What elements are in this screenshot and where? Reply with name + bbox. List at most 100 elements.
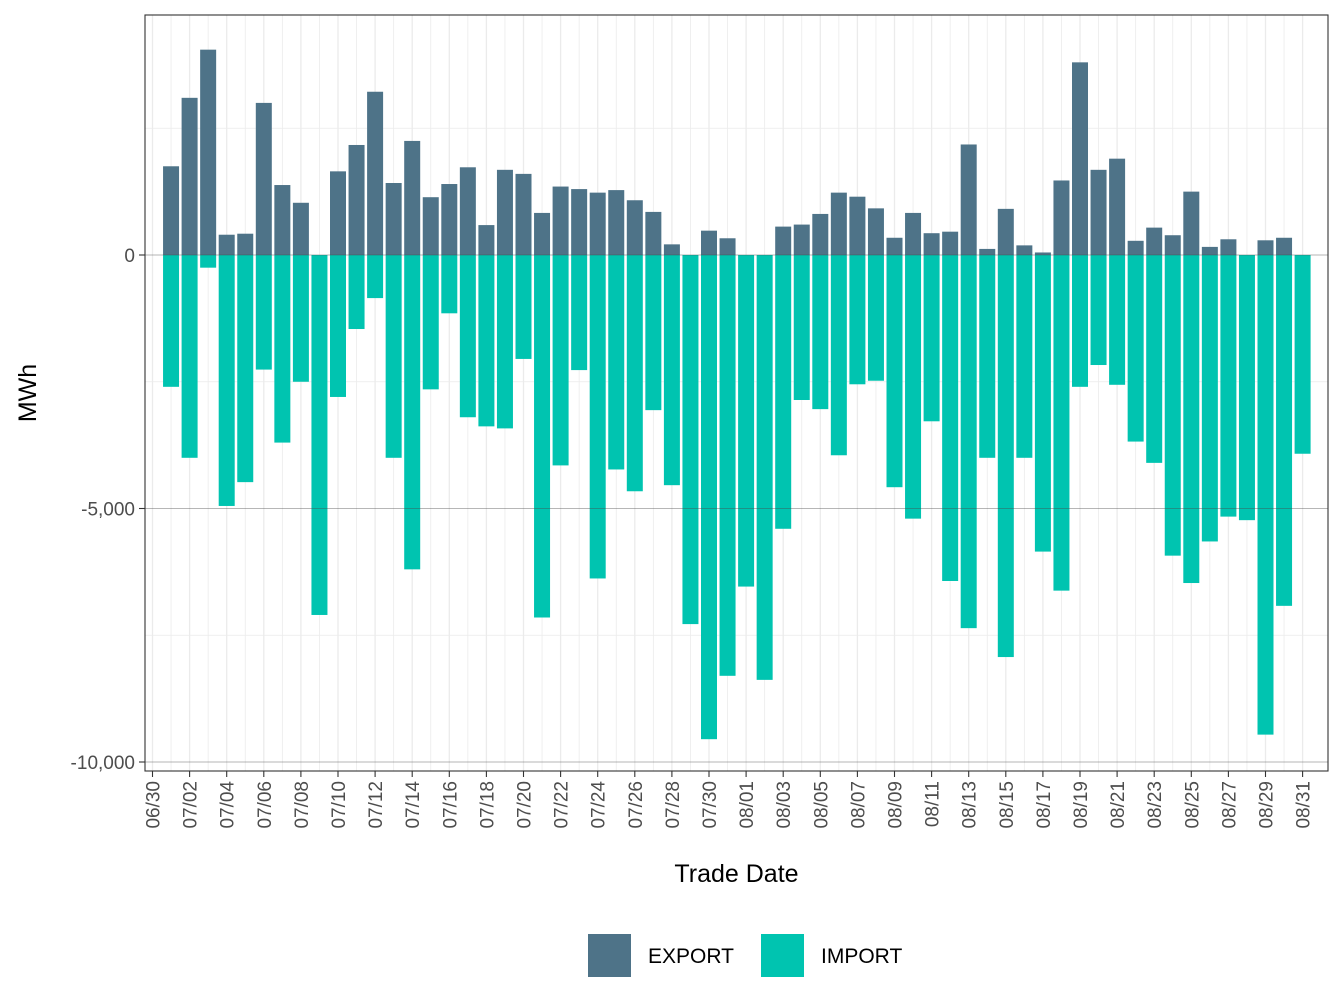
bar-export [849, 196, 866, 255]
bar-export [886, 237, 903, 255]
bar-import [534, 255, 551, 618]
bar-export [626, 200, 643, 255]
x-axis-title: Trade Date [674, 860, 798, 888]
bar-import [1164, 255, 1181, 556]
bar-import [756, 255, 773, 680]
bar-export [905, 212, 922, 255]
x-tick-label: 07/12 [366, 781, 387, 829]
legend-key-import [761, 934, 804, 977]
x-tick-label: 07/14 [403, 781, 424, 829]
x-tick-label: 08/23 [1145, 781, 1166, 829]
bar-import [923, 255, 940, 422]
x-tick-label: 07/08 [292, 781, 313, 829]
bar-import [645, 255, 662, 411]
y-tick-label: -10,000 [71, 753, 135, 774]
x-tick-label: 08/07 [848, 781, 869, 829]
bar-export [385, 183, 402, 255]
bar-export [515, 173, 532, 255]
bar-export [775, 226, 792, 255]
bar-import [1146, 255, 1163, 463]
legend-key-export [588, 934, 631, 977]
bar-import [830, 255, 847, 456]
bar-import [663, 255, 680, 486]
bar-export [1220, 239, 1237, 255]
bar-import [1090, 255, 1107, 366]
bar-import [1238, 255, 1255, 521]
bar-import [775, 255, 792, 529]
bar-import [1016, 255, 1033, 458]
bar-export [960, 144, 977, 255]
bar-export [589, 192, 606, 255]
bar-import [181, 255, 198, 458]
bar-import [589, 255, 606, 579]
bar-import [979, 255, 996, 458]
x-tick-label: 07/30 [700, 781, 721, 829]
y-axis-title: MWh [14, 364, 42, 422]
bar-import [218, 255, 235, 506]
bar-export [459, 167, 476, 255]
x-tick-label: 07/18 [477, 781, 498, 829]
bar-export [274, 185, 291, 255]
bar-export [163, 166, 180, 255]
bar-import [237, 255, 254, 483]
legend-label-import: IMPORT [821, 945, 902, 968]
bar-export [701, 230, 717, 255]
bar-import [255, 255, 272, 370]
bars [145, 49, 1328, 763]
bar-import [200, 255, 217, 268]
bar-export [441, 184, 458, 255]
bar-import [1183, 255, 1200, 584]
bar-import [701, 255, 717, 740]
bar-export [1276, 237, 1293, 255]
x-tick-label: 07/06 [255, 781, 276, 829]
bar-export [404, 140, 421, 255]
bar-export [1183, 191, 1200, 255]
x-tick-label: 08/05 [811, 781, 832, 829]
bar-import [608, 255, 625, 470]
bar-export [608, 190, 625, 255]
bar-export [422, 197, 439, 255]
x-tick-label: 08/19 [1071, 781, 1092, 829]
bar-export [645, 211, 662, 255]
bar-export [1090, 169, 1107, 255]
bar-export [571, 189, 588, 255]
bar-export [1127, 240, 1144, 255]
bar-import [1220, 255, 1237, 517]
plot-border [144, 14, 1329, 772]
bar-export [1146, 227, 1163, 255]
bar-export [979, 248, 996, 255]
bar-import [682, 255, 699, 625]
bar-export [997, 208, 1014, 255]
y-axis: 0 -5,000 -10,000 [71, 246, 145, 774]
x-tick-label: 08/31 [1294, 781, 1315, 829]
bar-import [1294, 255, 1311, 454]
x-tick-label: 06/30 [144, 781, 165, 829]
bar-import [478, 255, 495, 427]
bar-import [812, 255, 829, 410]
bar-export [923, 233, 940, 255]
bar-import [1257, 255, 1274, 735]
bar-export [942, 231, 959, 255]
bar-import [960, 255, 977, 629]
bar-import [942, 255, 959, 582]
x-tick-label: 08/09 [886, 781, 907, 829]
bar-export [719, 238, 736, 255]
bar-export [812, 213, 829, 255]
x-tick-label: 07/28 [663, 781, 684, 829]
legend-label-export: EXPORT [648, 945, 734, 968]
bar-export [478, 225, 495, 255]
bar-export [663, 244, 680, 255]
bar-import [997, 255, 1014, 658]
x-tick-label: 08/13 [960, 781, 981, 829]
bar-export [367, 91, 384, 255]
bar-export [1201, 246, 1218, 255]
bar-import [385, 255, 402, 458]
bar-import [348, 255, 365, 330]
bar-export [200, 49, 217, 255]
x-tick-label: 07/10 [329, 781, 350, 829]
bar-export [552, 186, 569, 255]
x-tick-label: 07/02 [181, 781, 202, 829]
bar-export [1257, 240, 1274, 255]
bar-import [515, 255, 532, 359]
bar-import [311, 255, 328, 615]
